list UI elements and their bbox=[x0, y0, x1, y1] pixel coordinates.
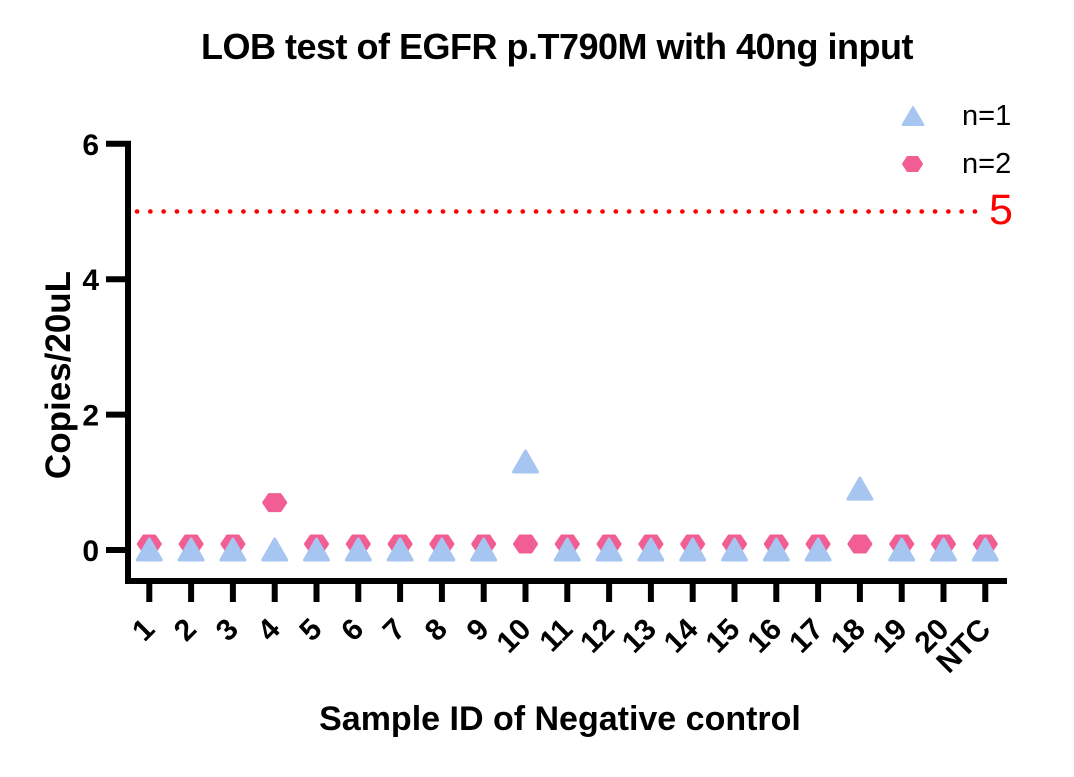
x-tick-label-14: 14 bbox=[658, 612, 705, 659]
marker-n2-10 bbox=[513, 534, 538, 554]
y-tick-label-6: 6 bbox=[82, 129, 99, 162]
marker-n1-20 bbox=[930, 537, 957, 562]
marker-n1-2 bbox=[177, 537, 205, 562]
marker-n2-4 bbox=[262, 493, 288, 513]
legend-label-n2: n=2 bbox=[962, 147, 1012, 180]
y-tick-label-4: 4 bbox=[82, 264, 99, 297]
marker-n1-13 bbox=[637, 537, 665, 562]
x-tick-label-11: 11 bbox=[533, 613, 579, 659]
marker-n1-17 bbox=[804, 537, 832, 562]
x-tick-label-15: 15 bbox=[700, 613, 747, 660]
x-tick-label-13: 13 bbox=[616, 613, 663, 660]
marker-n1-10 bbox=[512, 449, 539, 474]
marker-n1-8 bbox=[428, 537, 456, 562]
x-tick-label-17: 17 bbox=[783, 613, 830, 660]
legend-entry-n2: n=2 bbox=[900, 143, 1011, 185]
marker-n1-6 bbox=[344, 537, 372, 562]
legend-label-n1: n=1 bbox=[962, 99, 1012, 132]
marker-n1-4 bbox=[261, 537, 289, 562]
marker-n1-12 bbox=[595, 537, 623, 562]
hexagon-marker-icon bbox=[902, 156, 923, 172]
marker-n2-18 bbox=[847, 534, 873, 554]
x-tick-label-9: 9 bbox=[461, 613, 496, 648]
x-tick-label-12: 12 bbox=[574, 613, 621, 660]
x-tick-label-2: 2 bbox=[168, 613, 203, 648]
x-tick-label-1: 1 bbox=[126, 613, 161, 648]
legend: n=1 n=2 bbox=[900, 95, 1011, 185]
marker-n1-5 bbox=[303, 537, 330, 562]
x-tick-label-10: 10 bbox=[491, 613, 538, 660]
marker-n1-7 bbox=[386, 537, 414, 562]
y-tick-label-0: 0 bbox=[82, 535, 99, 568]
marker-n1-14 bbox=[679, 537, 707, 562]
legend-entry-n1: n=1 bbox=[900, 95, 1011, 137]
x-tick-label-7: 7 bbox=[377, 613, 412, 648]
triangle-marker-icon bbox=[901, 106, 925, 126]
x-tick-label-19: 19 bbox=[867, 613, 914, 660]
marker-n1-3 bbox=[219, 537, 247, 562]
marker-n1-NTC bbox=[971, 537, 999, 562]
x-tick-label-3: 3 bbox=[210, 613, 245, 648]
y-tick-label-2: 2 bbox=[82, 400, 99, 433]
x-tick-label-6: 6 bbox=[335, 613, 370, 648]
marker-n1-19 bbox=[888, 537, 916, 562]
x-tick-label-4: 4 bbox=[252, 612, 287, 647]
marker-n1-1 bbox=[135, 537, 163, 562]
x-tick-label-16: 16 bbox=[741, 613, 788, 660]
x-axis-title: Sample ID of Negative control bbox=[319, 700, 801, 738]
marker-n1-11 bbox=[553, 537, 581, 562]
marker-n1-15 bbox=[721, 537, 748, 562]
marker-n1-16 bbox=[762, 537, 790, 562]
marker-n1-18 bbox=[846, 476, 874, 501]
x-tick-label-18: 18 bbox=[825, 613, 872, 660]
x-tick-label-5: 5 bbox=[293, 613, 328, 648]
threshold-line-label: 5 bbox=[989, 186, 1013, 234]
chart-title: LOB test of EGFR p.T790M with 40ng input bbox=[200, 26, 914, 67]
marker-n1-9 bbox=[470, 537, 498, 562]
x-tick-label-8: 8 bbox=[419, 613, 454, 648]
